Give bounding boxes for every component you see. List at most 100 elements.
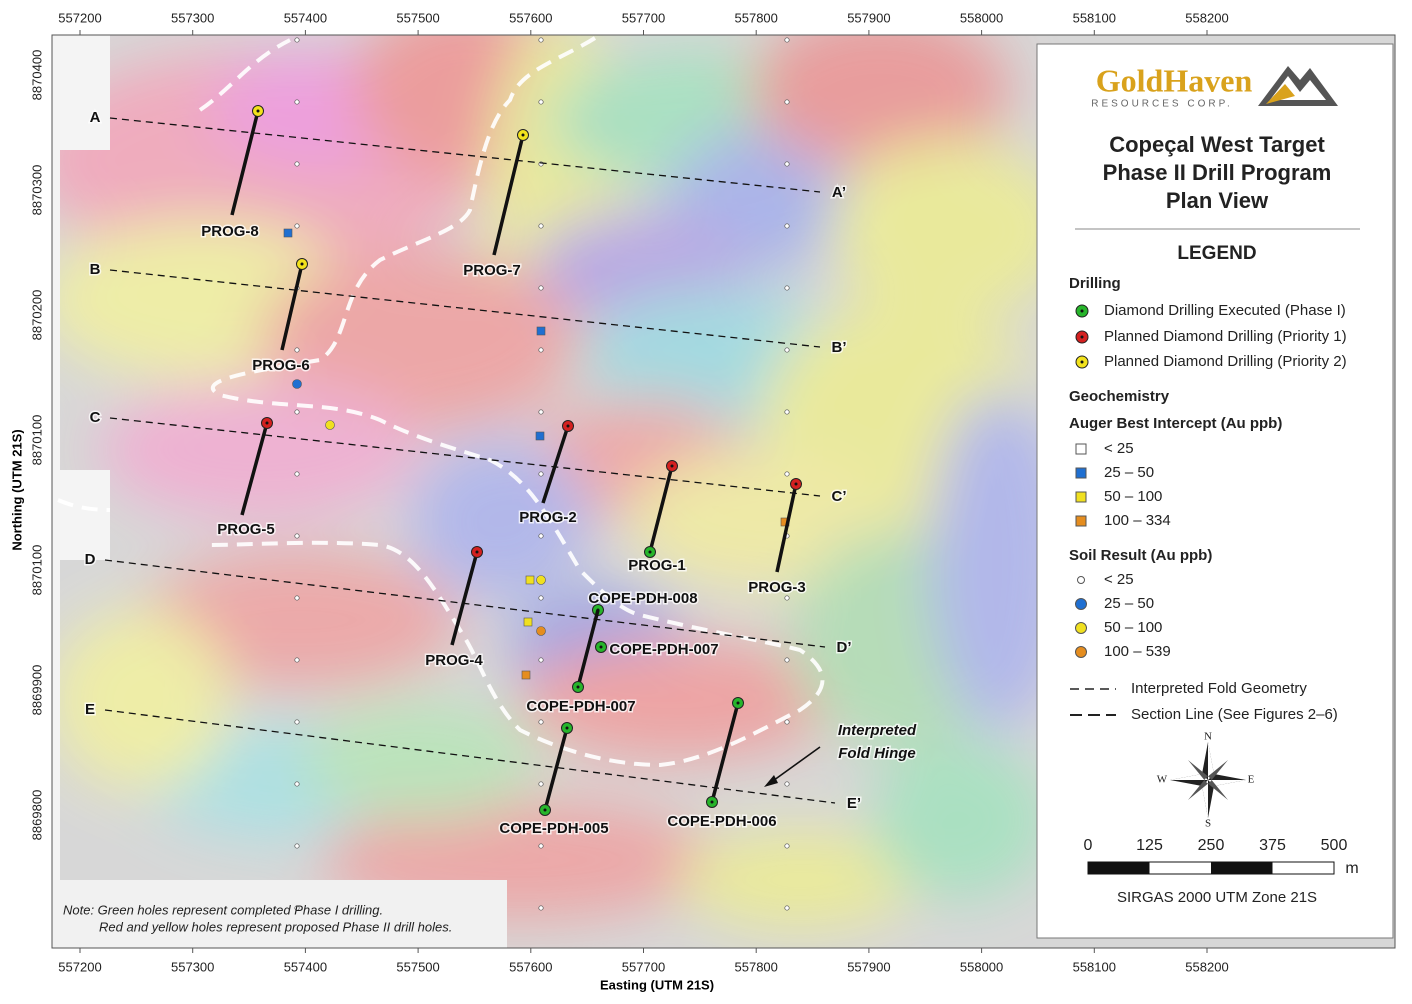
drill-trace [280,263,304,351]
legend-marker [1077,576,1085,584]
x-tick-label: 557800 [735,10,778,25]
drill-trace [648,465,674,553]
soil-sample [538,905,544,911]
x-tick-label: 557800 [735,959,778,974]
note-box [52,880,507,948]
y-tick-label: 8870200 [29,290,44,341]
section-label: D [85,551,96,568]
legend-marker [1075,491,1087,503]
auger-sample [283,228,293,238]
drill-holes [230,105,802,816]
legend-title: Phase II Drill Program [1103,160,1332,185]
soil-sample [294,99,300,105]
soil-sample [784,37,790,43]
axes: 557200 557200 557300 557300 557400 557400 5575… [29,10,1228,974]
soil-sample [536,575,546,585]
soil-sample [538,99,544,105]
section-title: Geochemistry [1069,388,1170,405]
x-tick-label: 557700 [622,959,665,974]
crs-label: SIRGAS 2000 UTM Zone 21S [1117,889,1317,906]
auger-sample [523,617,533,627]
x-tick-label: 558000 [960,959,1003,974]
legend-marker [1080,360,1084,364]
y-tick-label: 8869800 [29,790,44,841]
soil-sample [784,657,790,663]
compass [1170,742,1246,818]
y-tick-label: 8870100 [29,545,44,596]
section-label: B [90,261,101,278]
legend-label: 25 – 50 [1104,595,1154,612]
legend: GoldHaven RESOURCES CORP. Copeçal West T… [1036,43,1394,939]
collar-dot [599,645,603,649]
drill-trace [240,422,269,516]
x-tick-label: 557200 [58,10,101,25]
scale-label: 0 [1084,837,1093,854]
section-line [104,559,826,648]
collar-dot [736,701,740,705]
x-tick-label: 557200 [58,959,101,974]
soil-sample [784,843,790,849]
legend-title: Copeçal West Target [1109,132,1325,157]
drill-trace [230,110,260,216]
collar-dot [565,726,569,730]
x-tick-label: 557300 [171,10,214,25]
anomaly [750,35,1010,170]
compass-label: N [1204,731,1212,743]
scale-segment [1211,862,1273,874]
scale-label: 500 [1321,837,1348,854]
legend-marker [1075,646,1087,658]
collar-dot [670,464,674,468]
soil-sample [538,595,544,601]
legend-marker [1080,309,1084,313]
x-tick-label: 557500 [396,10,439,25]
x-tick-label: 557400 [284,959,327,974]
soil-sample [784,409,790,415]
annotation: Interpreted [838,722,917,739]
soil-sample [784,905,790,911]
legend-label: 50 – 100 [1104,619,1162,636]
hole-label: COPE-PDH-007 [526,698,635,715]
anomaly [930,390,1070,730]
collar-dot [521,133,525,137]
compass-rose [1170,742,1246,818]
legend-heading: LEGEND [1177,243,1256,264]
compass-rose [1170,742,1246,818]
legend-title: Plan View [1166,188,1269,213]
soil-sample [294,781,300,787]
soil-sample [294,905,300,911]
x-tick-label: 558200 [1185,10,1228,25]
x-tick-label: 557600 [509,959,552,974]
compass-label: S [1205,818,1211,830]
legend-label: 100 – 539 [1104,643,1171,660]
soil-sample [294,595,300,601]
note: Red and yellow holes represent proposed … [99,919,452,934]
drill-trace [450,551,479,646]
map-edge [52,35,110,948]
anomaly [870,740,1050,900]
hole-label: COPE-PDH-005 [499,820,608,837]
legend-label: Planned Diamond Drilling (Priority 2) [1104,353,1347,370]
soil-sample [538,843,544,849]
x-tick-label: 558200 [1185,959,1228,974]
soil-sample [784,161,790,167]
scale-segment [1088,862,1150,874]
soil-sample [325,420,335,430]
legend-label: Interpreted Fold Geometry [1131,680,1307,697]
soil-sample [784,99,790,105]
section-label: A’ [832,184,846,201]
scale-label: 125 [1136,837,1163,854]
soil-sample [294,471,300,477]
soil-sample [538,409,544,415]
soil-sample [292,379,302,389]
anomaly [410,440,590,600]
hole-label: PROG-4 [425,652,483,669]
hole-label: PROG-7 [463,262,521,279]
legend-label: 100 – 334 [1104,512,1171,529]
y-tick-label: 8870400 [29,50,44,101]
soil-sample [294,657,300,663]
auger-sample [521,670,531,680]
legend-label: Planned Diamond Drilling (Priority 1) [1104,328,1347,345]
arrow-head [764,775,778,787]
logo-mark [1258,66,1338,106]
soil-sample [784,595,790,601]
